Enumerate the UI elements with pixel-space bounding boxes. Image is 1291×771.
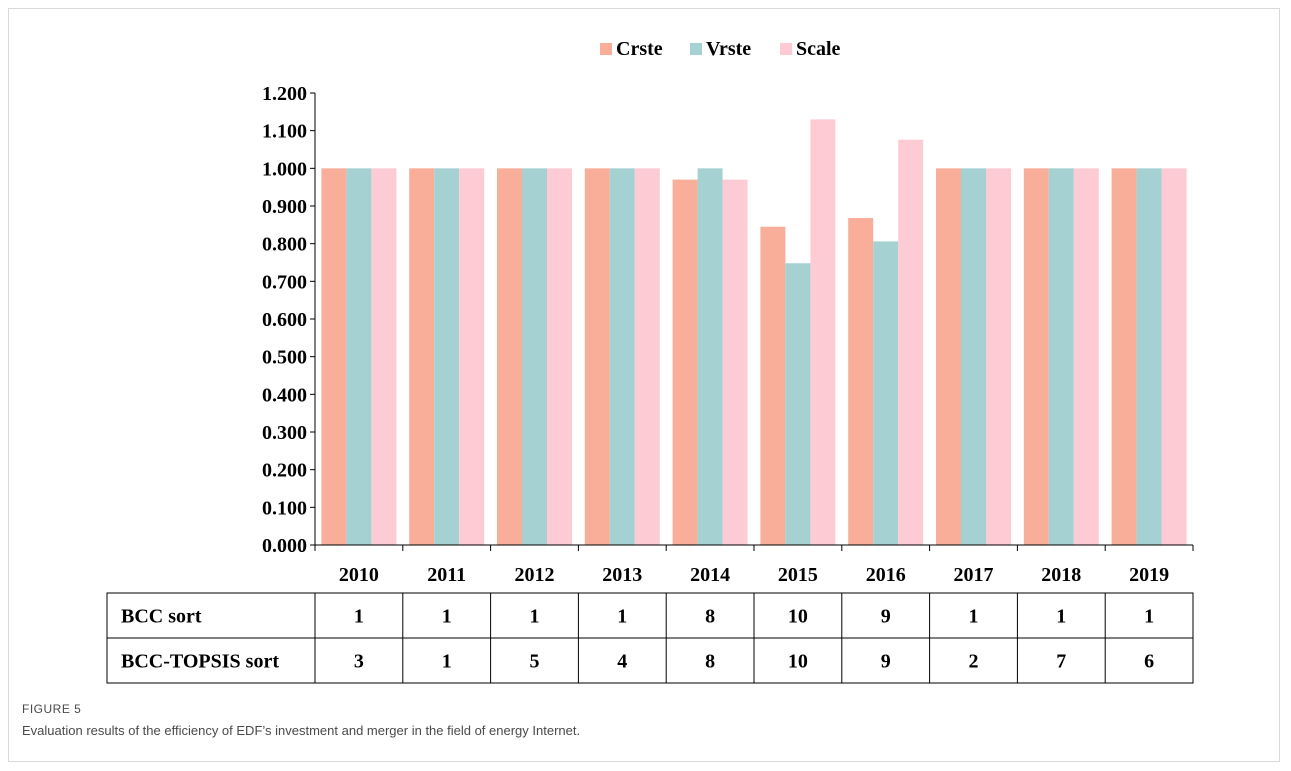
y-tick-label: 0.800 — [262, 234, 307, 256]
bar-scale-2011 — [459, 168, 485, 546]
bar-scale-2013 — [634, 168, 660, 546]
bar-crste-2012 — [497, 168, 522, 546]
table-cell: 1 — [1144, 606, 1154, 628]
bar-scale-2018 — [1073, 168, 1099, 546]
bar-crste-2014 — [672, 179, 698, 545]
bar-crste-2013 — [584, 168, 610, 546]
legend-swatch-vrste — [690, 43, 702, 55]
table-cell: 6 — [1144, 651, 1154, 673]
table-cell: 8 — [705, 606, 715, 628]
bar-vrste-2011 — [434, 168, 460, 546]
bar-scale-2014 — [722, 179, 748, 545]
table-cell: 10 — [788, 651, 808, 673]
table-row-label: BCC-TOPSIS sort — [121, 651, 279, 673]
legend-label-scale: Scale — [796, 38, 841, 60]
bar-vrste-2016 — [873, 241, 899, 545]
y-tick-label: 0.600 — [262, 309, 307, 331]
table-cell: 10 — [788, 606, 808, 628]
y-axis: 0.000 0.100 0.200 0.300 0.400 0.500 0.600 0.700… — [262, 83, 316, 557]
bar-scale-2012 — [547, 168, 572, 546]
table-cell: 1 — [442, 606, 452, 628]
x-tick-label: 2016 — [866, 564, 906, 586]
table-cell: 1 — [354, 606, 364, 628]
x-tick-label: 2011 — [427, 564, 466, 586]
table-cell: 3 — [354, 651, 364, 673]
x-tick-label: 2010 — [339, 564, 379, 586]
bar-vrste-2018 — [1048, 168, 1074, 546]
bar-vrste-2012 — [522, 168, 547, 546]
x-tick-label: 2018 — [1041, 564, 1081, 586]
y-tick-label: 0.500 — [262, 347, 307, 369]
bars — [321, 119, 1187, 546]
figure-label: FIGURE 5 — [22, 702, 82, 716]
x-tick-label: 2017 — [954, 564, 994, 586]
y-tick-label: 1.200 — [262, 83, 307, 105]
bar-scale-2017 — [986, 168, 1011, 546]
table-cell: 4 — [617, 651, 627, 673]
bar-crste-2015 — [760, 226, 786, 545]
x-tick-label: 2014 — [690, 564, 730, 586]
table-cell: 1 — [969, 606, 979, 628]
x-tick-label: 2013 — [602, 564, 642, 586]
x-tick-label: 2012 — [515, 564, 555, 586]
legend-label-vrste: Vrste — [706, 38, 751, 60]
bar-vrste-2014 — [697, 168, 723, 546]
table-cell: 2 — [969, 651, 979, 673]
bar-crste-2018 — [1023, 168, 1049, 546]
y-tick-label: 0.400 — [262, 384, 307, 406]
table-cell: 1 — [442, 651, 452, 673]
table-cell: 9 — [881, 606, 891, 628]
y-tick-label: 1.000 — [262, 158, 307, 180]
table-cell: 9 — [881, 651, 891, 673]
bar-vrste-2017 — [961, 168, 986, 546]
bar-scale-2010 — [371, 168, 397, 546]
bar-scale-2019 — [1161, 168, 1187, 546]
y-tick-label: 0.700 — [262, 271, 307, 293]
legend-swatch-crste — [600, 43, 612, 55]
y-tick-label: 0.200 — [262, 460, 307, 482]
legend-label-crste: Crste — [616, 38, 663, 60]
y-tick-label: 0.300 — [262, 422, 307, 444]
table-cell: 7 — [1056, 651, 1066, 673]
x-tick-label: 2015 — [778, 564, 818, 586]
bar-scale-2016 — [898, 139, 924, 545]
y-tick-label: 0.100 — [262, 497, 307, 519]
bar-vrste-2015 — [785, 263, 811, 545]
table-row-label: BCC sort — [121, 606, 202, 628]
table-cell: 1 — [530, 606, 540, 628]
sort-table: BCC sort 1 1 1 1 8 10 9 1 1 1 BCC-TOPSIS sort 3 1 5 4 8 1… — [106, 592, 1194, 684]
legend: Crste Vrste Scale — [600, 38, 841, 60]
bar-chart: Crste Vrste Scale 0.000 0.100 0.200 0.300 0.40… — [106, 38, 1194, 684]
table-cell: 5 — [530, 651, 540, 673]
table-cell: 1 — [617, 606, 627, 628]
x-axis: 2010 2011 2012 2013 2014 2015 2016 2017 2018 2019 — [314, 544, 1194, 586]
bar-crste-2010 — [321, 168, 347, 546]
bar-crste-2016 — [848, 218, 874, 545]
bar-scale-2015 — [810, 119, 836, 545]
legend-swatch-scale — [780, 43, 792, 55]
bar-vrste-2013 — [609, 168, 635, 546]
y-tick-label: 0.900 — [262, 196, 307, 218]
table-cell: 8 — [705, 651, 715, 673]
y-tick-label: 1.100 — [262, 121, 307, 143]
bar-crste-2011 — [409, 168, 435, 546]
table-cell: 1 — [1056, 606, 1066, 628]
figure-caption: Evaluation results of the efficiency of … — [22, 723, 581, 738]
y-tick-label: 0.000 — [262, 535, 307, 557]
bar-crste-2017 — [936, 168, 961, 546]
bar-vrste-2010 — [346, 168, 372, 546]
bar-crste-2019 — [1111, 168, 1137, 546]
bar-vrste-2019 — [1136, 168, 1162, 546]
x-tick-label: 2019 — [1129, 564, 1169, 586]
